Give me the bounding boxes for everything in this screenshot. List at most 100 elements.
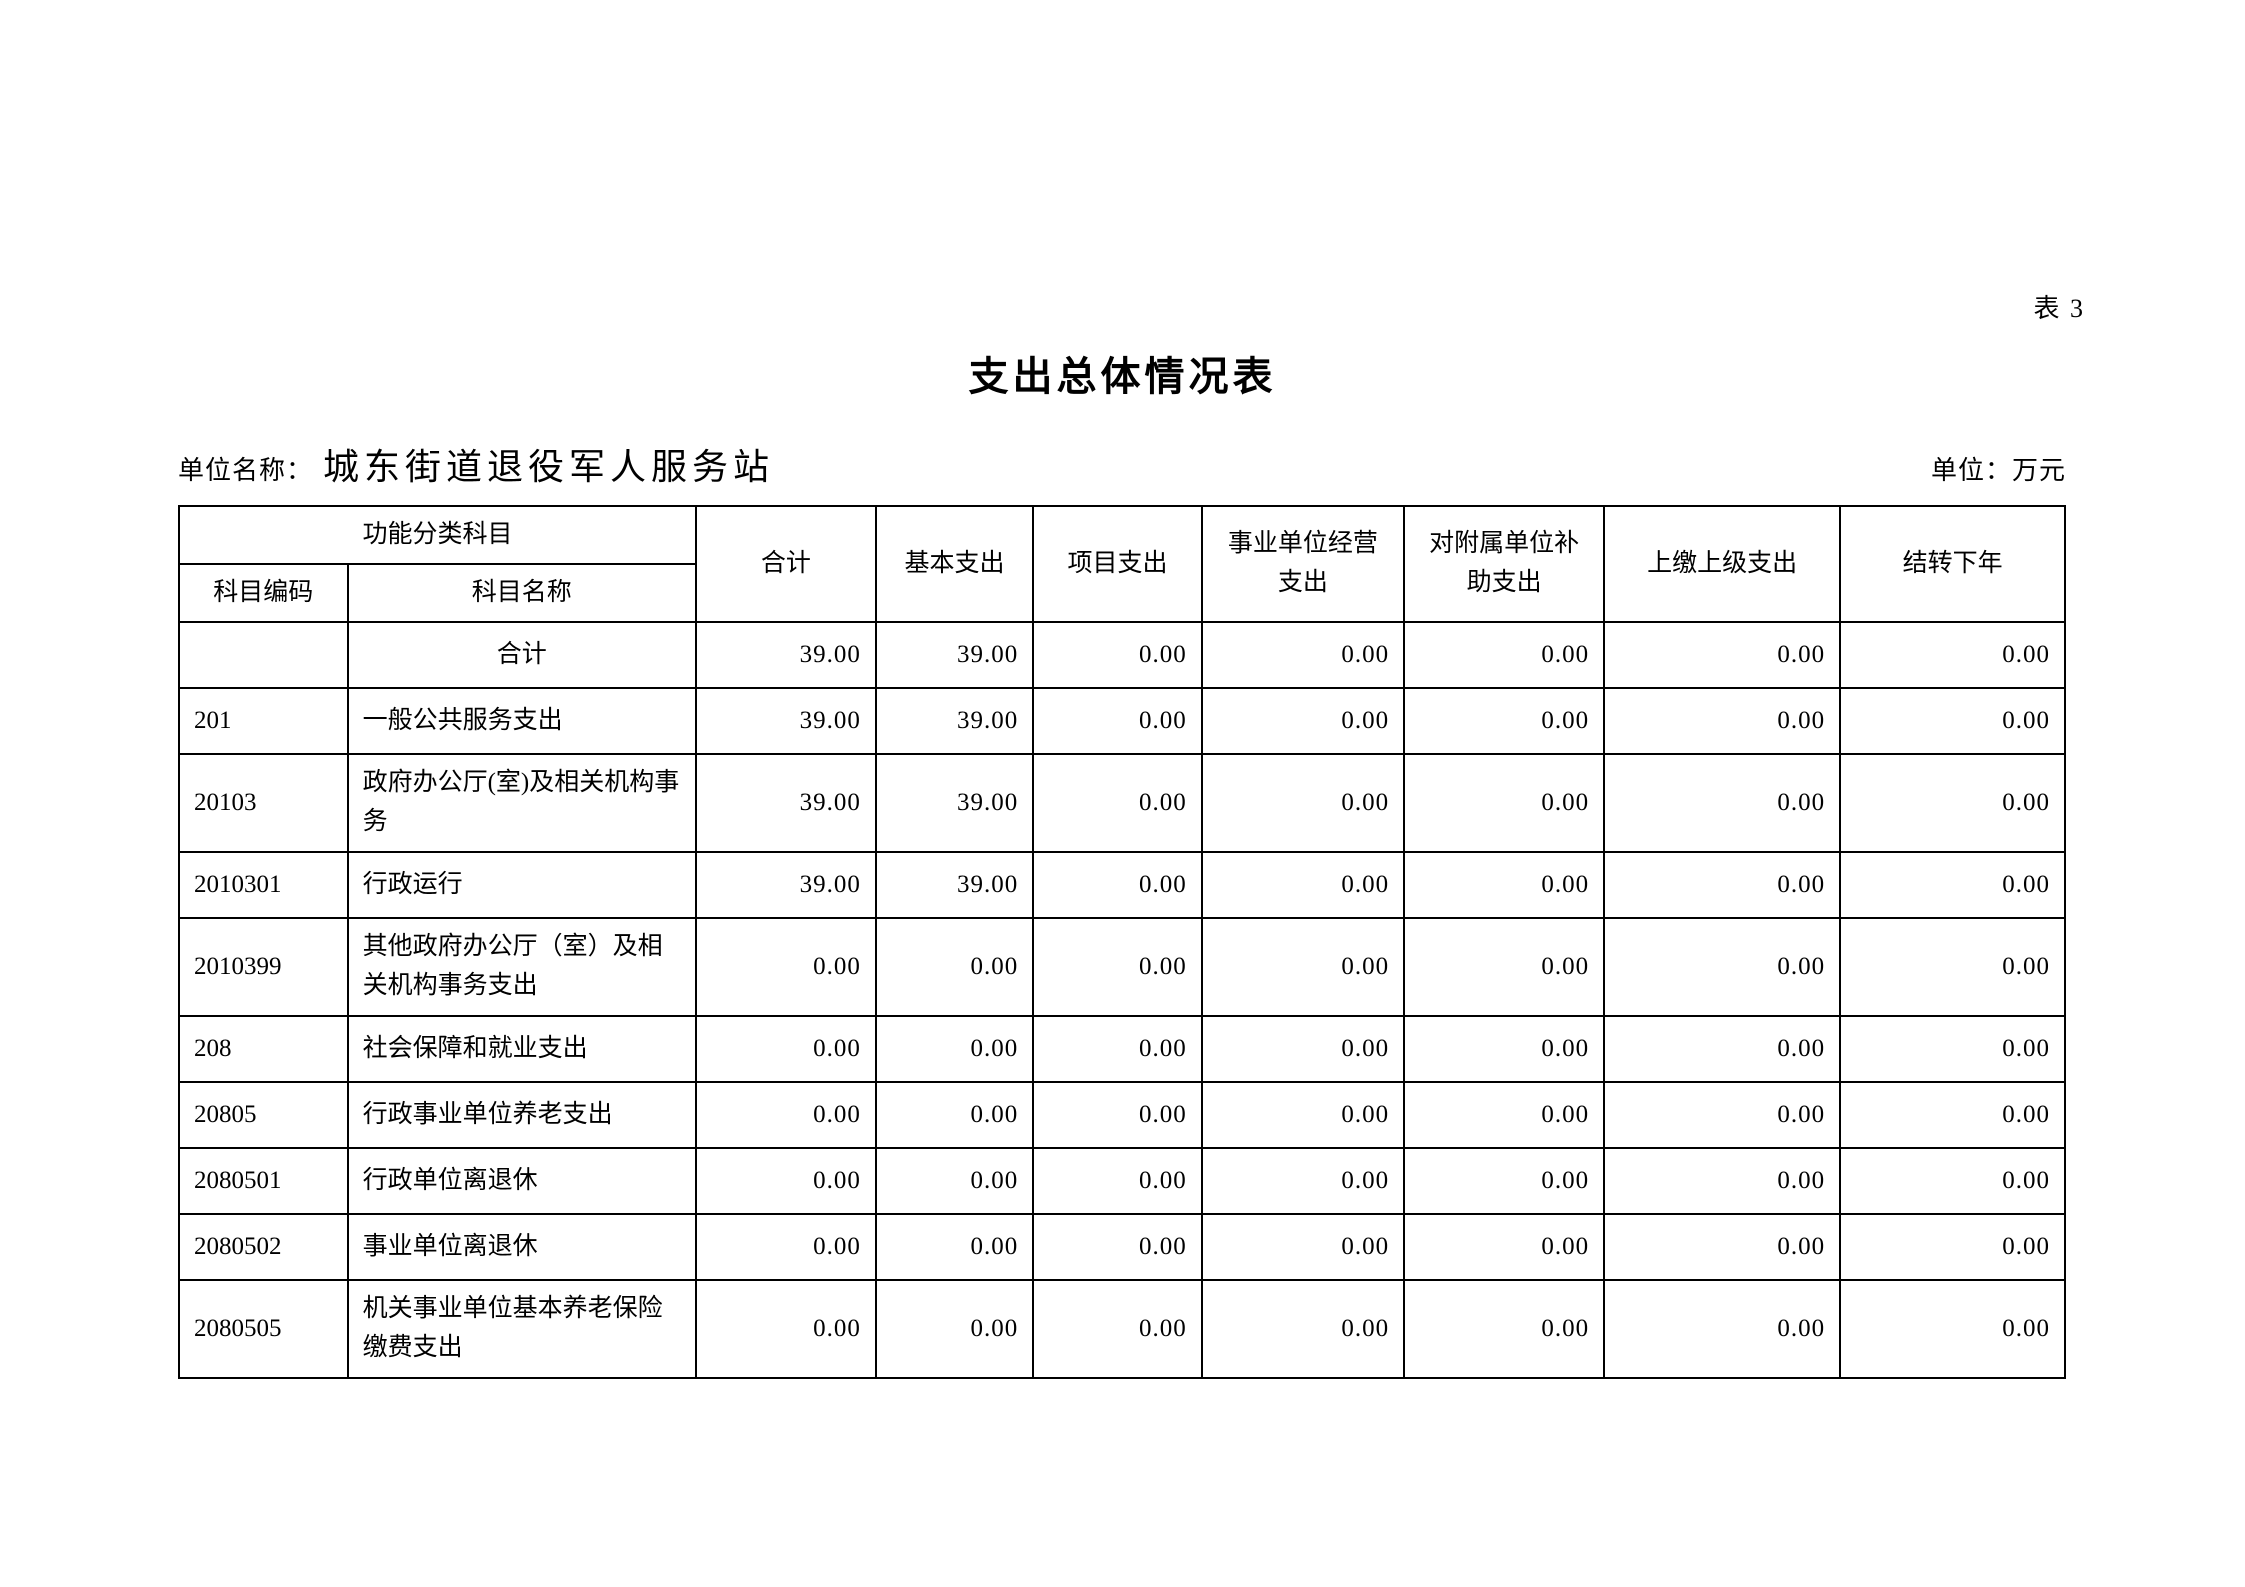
cell-subsidiary-subsidy-expenditure: 0.00 (1403, 753, 1606, 853)
cell-total: 0.00 (695, 1147, 877, 1215)
cell-project-expenditure: 0.00 (1032, 851, 1203, 919)
cell-basic-expenditure: 0.00 (874, 1213, 1035, 1281)
column-header-subsidiary-subsidy-expenditure: 对附属单位补助支出 (1403, 505, 1606, 623)
cell-subsidiary-subsidy-expenditure: 0.00 (1403, 1279, 1606, 1379)
cell-operating-expenditure: 0.00 (1200, 1081, 1406, 1149)
cell-subject-name: 机关事业单位基本养老保险缴费支出 (346, 1279, 698, 1379)
cell-subject-code: 2080502 (178, 1213, 349, 1281)
cell-subsidiary-subsidy-expenditure: 0.00 (1403, 621, 1606, 689)
table-row: 20103 政府办公厅(室)及相关机构事务 39.00 39.00 0.00 0.00 0.… (178, 753, 2066, 853)
cell-basic-expenditure: 0.00 (874, 1147, 1035, 1215)
cell-operating-expenditure: 0.00 (1200, 753, 1406, 853)
column-header-operating-expenditure: 事业单位经营支出 (1200, 505, 1406, 623)
page-title: 支出总体情况表 (968, 354, 1277, 399)
cell-subsidiary-subsidy-expenditure: 0.00 (1403, 1015, 1606, 1083)
table-header: 功能分类科目 合计 基本支出 项目支出 事业单位经营支出 对附属单位补助支出 上… (177, 505, 2066, 623)
cell-subject-code: 208 (178, 1015, 349, 1083)
cell-subject-code: 2010399 (178, 917, 349, 1017)
column-header-basic-expenditure: 基本支出 (874, 505, 1035, 623)
cell-carryover-next-year: 0.00 (1839, 851, 2066, 919)
cell-subsidiary-subsidy-expenditure: 0.00 (1403, 687, 1606, 755)
column-header-total: 合计 (695, 505, 877, 623)
cell-remittance-to-superior: 0.00 (1603, 1213, 1842, 1281)
cell-project-expenditure: 0.00 (1032, 1279, 1203, 1379)
cell-basic-expenditure: 39.00 (874, 687, 1035, 755)
cell-total: 0.00 (695, 1081, 877, 1149)
cell-subject-name: 政府办公厅(室)及相关机构事务 (346, 753, 698, 853)
cell-carryover-next-year: 0.00 (1839, 1213, 2066, 1281)
table-header-row-group: 功能分类科目 合计 基本支出 项目支出 事业单位经营支出 对附属单位补助支出 上… (177, 505, 2066, 623)
cell-operating-expenditure: 0.00 (1200, 1147, 1406, 1215)
cell-basic-expenditure: 0.00 (874, 1015, 1035, 1083)
cell-total: 0.00 (695, 1213, 877, 1281)
cell-operating-expenditure: 0.00 (1200, 621, 1406, 689)
column-header-subject-code: 科目编码 (178, 563, 349, 623)
cell-project-expenditure: 0.00 (1032, 1213, 1203, 1281)
cell-total: 0.00 (695, 1279, 877, 1379)
cell-remittance-to-superior: 0.00 (1603, 753, 1842, 853)
column-header-project-expenditure: 项目支出 (1032, 505, 1203, 623)
cell-carryover-next-year: 0.00 (1839, 1015, 2066, 1083)
cell-remittance-to-superior: 0.00 (1603, 1147, 1842, 1215)
cell-subject-name: 行政运行 (346, 851, 698, 919)
cell-remittance-to-superior: 0.00 (1603, 687, 1842, 755)
currency-unit-label: 单位：万元 (1930, 456, 2066, 485)
cell-operating-expenditure: 0.00 (1200, 1279, 1406, 1379)
cell-remittance-to-superior: 0.00 (1603, 621, 1842, 689)
cell-basic-expenditure: 39.00 (874, 753, 1035, 853)
cell-subsidiary-subsidy-expenditure: 0.00 (1403, 917, 1606, 1017)
table-row: 合计 39.00 39.00 0.00 0.00 0.00 0.00 0.00 (178, 621, 2066, 689)
cell-remittance-to-superior: 0.00 (1603, 1081, 1842, 1149)
cell-carryover-next-year: 0.00 (1839, 917, 2066, 1017)
cell-project-expenditure: 0.00 (1032, 1147, 1203, 1215)
unit-name-label: 单位名称： (178, 456, 314, 485)
cell-subsidiary-subsidy-expenditure: 0.00 (1403, 1147, 1606, 1215)
table-row: 2080502 事业单位离退休 0.00 0.00 0.00 0.00 0.00 0.00 0.… (178, 1213, 2066, 1281)
table-row: 208 社会保障和就业支出 0.00 0.00 0.00 0.00 0.00 0.00 0.00 (178, 1015, 2066, 1083)
cell-remittance-to-superior: 0.00 (1603, 917, 1842, 1017)
cell-subject-code: 201 (178, 687, 349, 755)
sheet-number-marker: 表 3 (2033, 294, 2085, 323)
table-row: 2080505 机关事业单位基本养老保险缴费支出 0.00 0.00 0.00 0.00 0… (178, 1279, 2066, 1379)
cell-total: 39.00 (695, 621, 877, 689)
cell-remittance-to-superior: 0.00 (1603, 851, 1842, 919)
cell-basic-expenditure: 39.00 (874, 851, 1035, 919)
cell-project-expenditure: 0.00 (1032, 1081, 1203, 1149)
cell-remittance-to-superior: 0.00 (1603, 1279, 1842, 1379)
cell-operating-expenditure: 0.00 (1200, 687, 1406, 755)
unit-name-value: 城东街道退役军人服务站 (323, 447, 775, 487)
cell-remittance-to-superior: 0.00 (1603, 1015, 1842, 1083)
cell-subject-name: 其他政府办公厅（室）及相关机构事务支出 (346, 917, 698, 1017)
cell-total: 0.00 (695, 917, 877, 1017)
cell-project-expenditure: 0.00 (1032, 1015, 1203, 1083)
cell-carryover-next-year: 0.00 (1839, 687, 2066, 755)
cell-operating-expenditure: 0.00 (1200, 917, 1406, 1017)
cell-project-expenditure: 0.00 (1032, 687, 1203, 755)
cell-carryover-next-year: 0.00 (1839, 1279, 2066, 1379)
cell-subsidiary-subsidy-expenditure: 0.00 (1403, 1081, 1606, 1149)
cell-carryover-next-year: 0.00 (1839, 1147, 2066, 1215)
cell-subject-name: 行政单位离退休 (346, 1147, 698, 1215)
column-header-function-category-group: 功能分类科目 (177, 505, 698, 565)
cell-basic-expenditure: 0.00 (874, 1279, 1035, 1379)
cell-basic-expenditure: 0.00 (874, 1081, 1035, 1149)
table-row: 2080501 行政单位离退休 0.00 0.00 0.00 0.00 0.00 0.00 0.… (178, 1147, 2066, 1215)
cell-subject-code: 20805 (178, 1081, 349, 1149)
cell-subject-code: 2080505 (178, 1279, 349, 1379)
table-row: 20805 行政事业单位养老支出 0.00 0.00 0.00 0.00 0.00 0.00 0… (178, 1081, 2066, 1149)
cell-subject-code (178, 621, 349, 689)
cell-total: 39.00 (695, 687, 877, 755)
table-row: 2010399 其他政府办公厅（室）及相关机构事务支出 0.00 0.00 0.00 0.… (178, 917, 2066, 1017)
cell-project-expenditure: 0.00 (1032, 753, 1203, 853)
column-header-carryover-next-year: 结转下年 (1839, 505, 2066, 623)
table-row: 2010301 行政运行 39.00 39.00 0.00 0.00 0.00 0.00 0.0… (178, 851, 2066, 919)
cell-subject-name: 行政事业单位养老支出 (346, 1081, 698, 1149)
cell-subject-code: 2010301 (178, 851, 349, 919)
cell-operating-expenditure: 0.00 (1200, 851, 1406, 919)
cell-total: 39.00 (695, 851, 877, 919)
cell-subsidiary-subsidy-expenditure: 0.00 (1403, 1213, 1606, 1281)
cell-basic-expenditure: 39.00 (874, 621, 1035, 689)
column-header-subject-name: 科目名称 (346, 563, 698, 623)
cell-subject-name: 一般公共服务支出 (346, 687, 698, 755)
